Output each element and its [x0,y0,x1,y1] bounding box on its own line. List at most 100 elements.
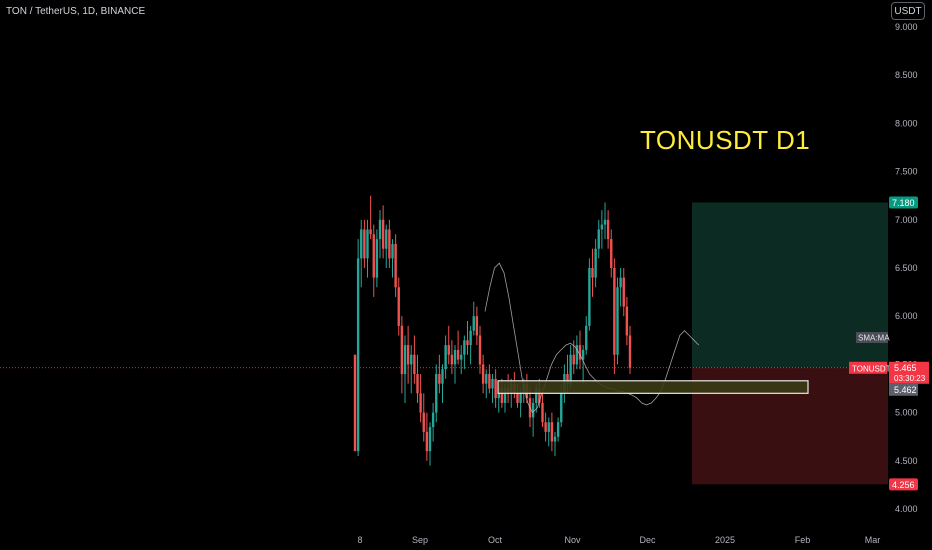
candle-body [388,229,391,259]
candle [578,330,582,370]
candle-body [428,427,432,452]
candle [622,268,625,317]
candle [453,345,457,384]
candle [375,229,379,288]
candle-body [547,422,550,432]
candle [406,325,410,384]
candle [410,345,413,394]
candle-body [475,316,479,336]
candle-body [385,229,388,249]
candle-body [466,340,469,346]
y-tick-label: 4.000 [895,504,918,514]
y-tick-label: 5.000 [895,408,918,418]
candle-body [535,388,538,403]
candle-body [588,268,591,326]
candle-body [422,412,425,432]
candle-body [600,224,604,230]
y-tick-label: 7.500 [895,167,918,177]
candle-body [481,364,485,384]
y-tick-label: 7.000 [895,215,918,225]
candle [435,364,438,423]
candle [447,325,450,365]
candle-body [381,219,385,249]
candle [610,229,613,278]
candle-body [622,277,625,307]
candles [353,195,632,466]
candle-body [578,345,582,360]
stop-price-label: 4.256 [889,478,918,491]
chart-annotation: TONUSDT D1 [640,125,811,155]
y-tick-label: 8.000 [895,118,918,128]
sma-value-text: 5.462 [894,385,917,395]
candle-body [410,354,413,365]
sma-tag-text: SMA:MA [858,334,890,343]
support-zone [497,380,809,394]
candle [428,422,432,466]
candle [385,224,388,268]
target-price-label-bg [889,196,918,209]
candle-body [625,306,629,336]
candle [366,219,369,278]
candle-body [491,378,494,389]
candle-body [550,422,554,442]
candle [394,234,397,297]
y-tick-label: 6.500 [895,263,918,273]
candle-body [472,316,475,331]
candle [369,195,372,240]
candle-body [406,345,410,365]
candle-body [572,354,575,365]
candle-body [353,354,357,452]
candle [597,219,600,259]
candle [531,398,535,437]
candle [541,393,544,428]
candle-body [375,239,379,278]
x-tick-label: Nov [564,535,581,545]
candle [413,335,416,384]
candle-body [356,258,360,452]
candle-body [394,243,397,288]
candle [553,431,557,456]
target-price-label-text: 7.180 [892,198,915,208]
candle [581,345,585,384]
candle-body [566,374,569,384]
x-tick-label: Dec [639,535,656,545]
candle [591,248,594,297]
candle [441,364,444,403]
candle [456,330,460,365]
candle [438,354,441,394]
candle [425,412,429,461]
candle-body [628,335,632,368]
candle [475,306,479,346]
candle-body [569,354,572,384]
candle-body [575,345,579,365]
candle [378,210,382,259]
candle-body [613,268,616,355]
target-zone [692,202,888,368]
candle [547,417,550,447]
x-tick-label: Mar [865,535,881,545]
candle-body [447,345,450,355]
candle-body [610,239,613,268]
candle-body [488,374,491,389]
candle-body [425,431,429,452]
currency-button[interactable]: USDT [891,2,925,20]
candle-body [597,229,600,249]
candle [491,374,494,403]
candle [544,412,547,442]
candle [628,325,632,375]
y-tick-label: 9.000 [895,22,918,32]
candle-body [553,436,557,442]
candle [494,369,497,408]
candle-body [453,349,457,365]
candle-body [585,325,588,350]
candle [353,354,357,452]
symbol-title[interactable]: TON / TetherUS, 1D, BINANCE [6,6,146,17]
candle-body [372,234,375,278]
candle [594,239,597,288]
candle [600,210,604,249]
candle-body [400,325,404,375]
candle-body [450,354,454,365]
candle [356,239,360,456]
